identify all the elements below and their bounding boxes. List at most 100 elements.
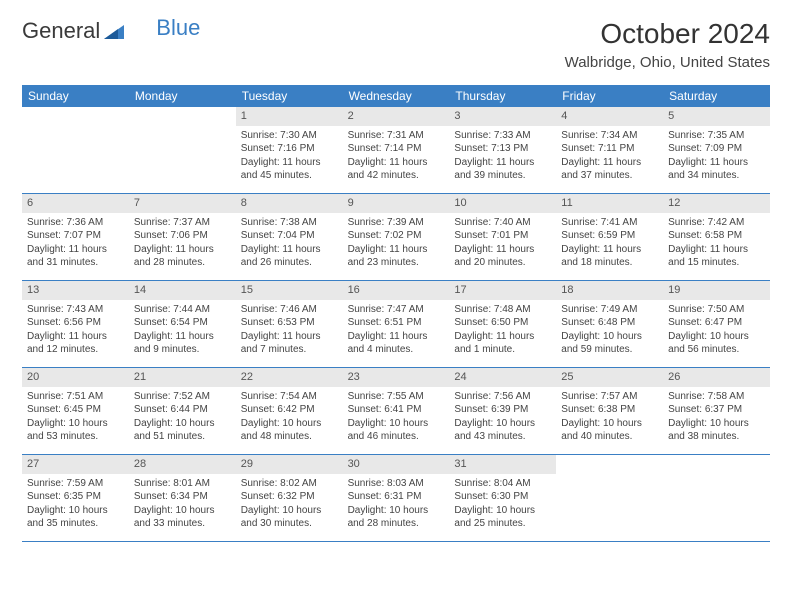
weekday-label: Monday — [129, 85, 236, 107]
day-cell: 4 Sunrise: 7:34 AMSunset: 7:11 PMDaylight… — [556, 107, 663, 193]
day-cell: 18 Sunrise: 7:49 AMSunset: 6:48 PMDayligh… — [556, 281, 663, 367]
day-cell: 14 Sunrise: 7:44 AMSunset: 6:54 PMDayligh… — [129, 281, 236, 367]
day-number: 20 — [22, 368, 129, 387]
week-row: 20 Sunrise: 7:51 AMSunset: 6:45 PMDayligh… — [22, 368, 770, 455]
day-details: Sunrise: 7:50 AMSunset: 6:47 PMDaylight:… — [668, 303, 765, 357]
day-details: Sunrise: 7:58 AMSunset: 6:37 PMDaylight:… — [668, 390, 765, 444]
day-cell: 27 Sunrise: 7:59 AMSunset: 6:35 PMDayligh… — [22, 455, 129, 541]
day-number: 13 — [22, 281, 129, 300]
month-title: October 2024 — [565, 18, 770, 50]
day-cell: 26 Sunrise: 7:58 AMSunset: 6:37 PMDayligh… — [663, 368, 770, 454]
title-block: October 2024 Walbridge, Ohio, United Sta… — [565, 18, 770, 71]
day-details: Sunrise: 8:02 AMSunset: 6:32 PMDaylight:… — [241, 477, 338, 531]
day-number: 29 — [236, 455, 343, 474]
day-number: 3 — [449, 107, 556, 126]
day-cell: 21 Sunrise: 7:52 AMSunset: 6:44 PMDayligh… — [129, 368, 236, 454]
day-details: Sunrise: 7:35 AMSunset: 7:09 PMDaylight:… — [668, 129, 765, 183]
location: Walbridge, Ohio, United States — [565, 54, 770, 71]
day-cell: 25Sunrise: 7:57 AMSunset: 6:38 PMDayligh… — [556, 368, 663, 454]
day-details: Sunrise: 7:48 AMSunset: 6:50 PMDaylight:… — [454, 303, 551, 357]
day-number: 28 — [129, 455, 236, 474]
day-number: 12 — [663, 194, 770, 213]
day-cell: 22Sunrise: 7:54 AMSunset: 6:42 PMDayligh… — [236, 368, 343, 454]
day-number: 4 — [556, 107, 663, 126]
day-details: Sunrise: 7:43 AMSunset: 6:56 PMDaylight:… — [27, 303, 124, 357]
week-row: 13 Sunrise: 7:43 AMSunset: 6:56 PMDayligh… — [22, 281, 770, 368]
day-details: Sunrise: 7:30 AMSunset: 7:16 PMDaylight:… — [241, 129, 338, 183]
day-cell: 10 Sunrise: 7:40 AMSunset: 7:01 PMDayligh… — [449, 194, 556, 280]
brand-logo: General Blue — [22, 18, 200, 44]
day-cell: 28 Sunrise: 8:01 AMSunset: 6:34 PMDayligh… — [129, 455, 236, 541]
day-number: 22 — [236, 368, 343, 387]
day-details: Sunrise: 8:04 AMSunset: 6:30 PMDaylight:… — [454, 477, 551, 531]
day-details: Sunrise: 7:46 AMSunset: 6:53 PMDaylight:… — [241, 303, 338, 357]
day-number: 26 — [663, 368, 770, 387]
day-number: 7 — [129, 194, 236, 213]
day-details: Sunrise: 7:55 AMSunset: 6:41 PMDaylight:… — [348, 390, 445, 444]
day-cell: 9Sunrise: 7:39 AMSunset: 7:02 PMDaylight… — [343, 194, 450, 280]
brand-part2: Blue — [156, 15, 200, 41]
day-details: Sunrise: 7:34 AMSunset: 7:11 PMDaylight:… — [561, 129, 658, 183]
day-details: Sunrise: 7:44 AMSunset: 6:54 PMDaylight:… — [134, 303, 231, 357]
weekday-label: Wednesday — [343, 85, 450, 107]
day-cell: 24Sunrise: 7:56 AMSunset: 6:39 PMDayligh… — [449, 368, 556, 454]
calendar: SundayMondayTuesdayWednesdayThursdayFrid… — [22, 85, 770, 542]
day-number: 15 — [236, 281, 343, 300]
day-details: Sunrise: 7:51 AMSunset: 6:45 PMDaylight:… — [27, 390, 124, 444]
day-cell: 13 Sunrise: 7:43 AMSunset: 6:56 PMDayligh… — [22, 281, 129, 367]
day-number: 5 — [663, 107, 770, 126]
day-cell: 3 Sunrise: 7:33 AMSunset: 7:13 PMDaylight… — [449, 107, 556, 193]
day-details: Sunrise: 8:03 AMSunset: 6:31 PMDaylight:… — [348, 477, 445, 531]
day-cell: 30 Sunrise: 8:03 AMSunset: 6:31 PMDayligh… — [343, 455, 450, 541]
weekday-label: Sunday — [22, 85, 129, 107]
day-details: Sunrise: 7:33 AMSunset: 7:13 PMDaylight:… — [454, 129, 551, 183]
brand-part1: General — [22, 18, 100, 44]
day-number: 16 — [343, 281, 450, 300]
day-cell: 2Sunrise: 7:31 AMSunset: 7:14 PMDaylight… — [343, 107, 450, 193]
day-number: 10 — [449, 194, 556, 213]
day-cell: 16 Sunrise: 7:47 AMSunset: 6:51 PMDayligh… — [343, 281, 450, 367]
day-cell: 6Sunrise: 7:36 AMSunset: 7:07 PMDaylight… — [22, 194, 129, 280]
day-number: 31 — [449, 455, 556, 474]
day-details: Sunrise: 7:40 AMSunset: 7:01 PMDaylight:… — [454, 216, 551, 270]
weekday-label: Friday — [556, 85, 663, 107]
day-details: Sunrise: 7:52 AMSunset: 6:44 PMDaylight:… — [134, 390, 231, 444]
week-row: 27 Sunrise: 7:59 AMSunset: 6:35 PMDayligh… — [22, 455, 770, 542]
day-cell: 19Sunrise: 7:50 AMSunset: 6:47 PMDayligh… — [663, 281, 770, 367]
day-details: Sunrise: 7:59 AMSunset: 6:35 PMDaylight:… — [27, 477, 124, 531]
day-number: 14 — [129, 281, 236, 300]
day-number: 30 — [343, 455, 450, 474]
week-row: 1Sunrise: 7:30 AMSunset: 7:16 PMDaylight… — [22, 107, 770, 194]
day-cell: 29 Sunrise: 8:02 AMSunset: 6:32 PMDayligh… — [236, 455, 343, 541]
day-cell: 1Sunrise: 7:30 AMSunset: 7:16 PMDaylight… — [236, 107, 343, 193]
day-details: Sunrise: 7:56 AMSunset: 6:39 PMDaylight:… — [454, 390, 551, 444]
day-number: 9 — [343, 194, 450, 213]
triangle-icon — [104, 19, 124, 45]
weekday-label: Thursday — [449, 85, 556, 107]
day-details: Sunrise: 8:01 AMSunset: 6:34 PMDaylight:… — [134, 477, 231, 531]
day-number: 21 — [129, 368, 236, 387]
day-cell: 23Sunrise: 7:55 AMSunset: 6:41 PMDayligh… — [343, 368, 450, 454]
day-number: 27 — [22, 455, 129, 474]
empty-cell — [22, 107, 129, 193]
day-details: Sunrise: 7:37 AMSunset: 7:06 PMDaylight:… — [134, 216, 231, 270]
day-cell: 17Sunrise: 7:48 AMSunset: 6:50 PMDayligh… — [449, 281, 556, 367]
day-details: Sunrise: 7:49 AMSunset: 6:48 PMDaylight:… — [561, 303, 658, 357]
day-cell: 12 Sunrise: 7:42 AMSunset: 6:58 PMDayligh… — [663, 194, 770, 280]
day-cell: 31 Sunrise: 8:04 AMSunset: 6:30 PMDayligh… — [449, 455, 556, 541]
empty-cell — [663, 455, 770, 541]
weekday-label: Tuesday — [236, 85, 343, 107]
day-cell: 20 Sunrise: 7:51 AMSunset: 6:45 PMDayligh… — [22, 368, 129, 454]
day-cell: 11Sunrise: 7:41 AMSunset: 6:59 PMDayligh… — [556, 194, 663, 280]
day-cell: 15 Sunrise: 7:46 AMSunset: 6:53 PMDayligh… — [236, 281, 343, 367]
day-cell: 7 Sunrise: 7:37 AMSunset: 7:06 PMDaylight… — [129, 194, 236, 280]
day-details: Sunrise: 7:38 AMSunset: 7:04 PMDaylight:… — [241, 216, 338, 270]
day-details: Sunrise: 7:41 AMSunset: 6:59 PMDaylight:… — [561, 216, 658, 270]
header: General Blue October 2024 Walbridge, Ohi… — [22, 18, 770, 71]
day-number: 18 — [556, 281, 663, 300]
day-details: Sunrise: 7:47 AMSunset: 6:51 PMDaylight:… — [348, 303, 445, 357]
day-cell: 8Sunrise: 7:38 AMSunset: 7:04 PMDaylight… — [236, 194, 343, 280]
day-details: Sunrise: 7:57 AMSunset: 6:38 PMDaylight:… — [561, 390, 658, 444]
day-details: Sunrise: 7:42 AMSunset: 6:58 PMDaylight:… — [668, 216, 765, 270]
empty-cell — [129, 107, 236, 193]
